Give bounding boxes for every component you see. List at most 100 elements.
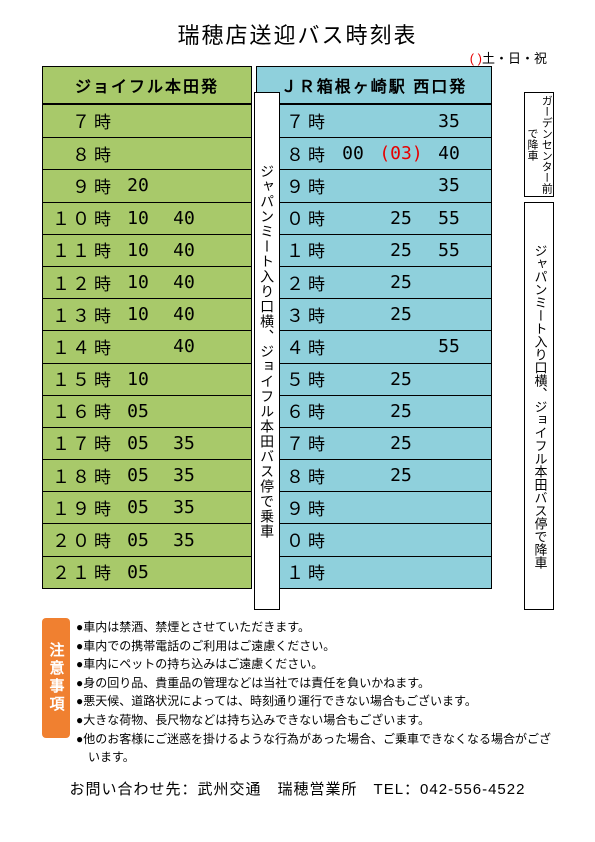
minute-cell: 35 — [161, 465, 207, 486]
minute-cell — [425, 465, 473, 486]
notes-list: ●車内は禁酒、禁煙とさせていただきます。●車内での携帯電話のご利用はご遠慮くださ… — [76, 618, 554, 767]
minutes-group: 25 — [329, 433, 491, 454]
table-row: １１時2555 — [257, 234, 491, 266]
table-row: １２時1040 — [43, 266, 251, 298]
right-column: ＪＲ箱根ヶ崎駅 西口発 ７時35 ８時00(03)40 ９時35１０時2555１… — [256, 66, 492, 589]
table-row: １１時1040 — [43, 234, 251, 266]
minute-cell: 05 — [115, 562, 161, 583]
timetable-container: ジョイフル本田発 ７時 ８時 ９時20１０時1040１１時1040１２時1040… — [42, 66, 554, 589]
hour-cell: １２時 — [43, 270, 115, 296]
minutes-group: 0535 — [115, 433, 251, 454]
hour-cell: １０時 — [43, 205, 115, 231]
minute-cell — [329, 401, 377, 422]
left-header: ジョイフル本田発 — [43, 67, 251, 105]
minute-cell: 40 — [161, 336, 207, 357]
minutes-group: 2555 — [329, 240, 491, 261]
minute-cell: 40 — [161, 304, 207, 325]
minute-cell: 25 — [377, 401, 425, 422]
table-row: １３時1040 — [43, 298, 251, 330]
table-row: ２０時0535 — [43, 523, 251, 555]
minute-cell: 25 — [377, 465, 425, 486]
minutes-group: 25 — [329, 465, 491, 486]
table-row: ２０時 — [257, 523, 491, 555]
table-row: １３時25 — [257, 298, 491, 330]
minutes-group: 40 — [115, 336, 251, 357]
minute-cell — [425, 369, 473, 390]
minutes-group: 05 — [115, 401, 251, 422]
right-rows: ７時35 ８時00(03)40 ９時35１０時2555１１時2555１２時25１… — [257, 105, 491, 588]
minute-cell — [329, 272, 377, 293]
table-row: １５時25 — [257, 363, 491, 395]
minute-cell — [377, 336, 425, 357]
minute-cell: 35 — [161, 497, 207, 518]
minutes-group: 0535 — [115, 530, 251, 551]
note-item: ●車内は禁酒、禁煙とさせていただきます。 — [76, 618, 554, 637]
table-row: １０時1040 — [43, 202, 251, 234]
minute-cell: 05 — [115, 465, 161, 486]
minutes-group: 2555 — [329, 208, 491, 229]
minute-cell: 10 — [115, 240, 161, 261]
minute-cell — [161, 401, 207, 422]
hour-cell: １４時 — [43, 334, 115, 360]
minute-cell — [161, 175, 207, 196]
left-column: ジョイフル本田発 ７時 ８時 ９時20１０時1040１１時1040１２時1040… — [42, 66, 252, 589]
minute-cell — [425, 401, 473, 422]
minute-cell: 55 — [425, 240, 473, 261]
hour-cell: ９時 — [43, 173, 115, 199]
table-row: １４時55 — [257, 330, 491, 362]
note-item: ●車内での携帯電話のご利用はご遠慮ください。 — [76, 637, 554, 656]
minute-cell — [425, 272, 473, 293]
minute-cell — [329, 111, 377, 132]
minute-cell: 25 — [377, 433, 425, 454]
minutes-group: 25 — [329, 369, 491, 390]
right-side-label-bottom: ジャパンミート入り口横、ジョイフル本田バス停で降車 — [524, 202, 554, 610]
minute-cell: 35 — [161, 530, 207, 551]
hour-cell: １８時 — [43, 463, 115, 489]
minute-cell: 10 — [115, 208, 161, 229]
hour-cell: ７時 — [43, 108, 115, 134]
table-row: ７時35 — [257, 105, 491, 137]
table-row: １０時2555 — [257, 202, 491, 234]
hour-cell: １９時 — [43, 495, 115, 521]
minutes-group: 0535 — [115, 497, 251, 518]
table-row: ９時20 — [43, 169, 251, 201]
note-item: ●身の回り品、貴重品の管理などは当社では責任を負いかねます。 — [76, 674, 554, 693]
hour-cell: １１時 — [43, 237, 115, 263]
minutes-group: 1040 — [115, 240, 251, 261]
minutes-group: 0535 — [115, 465, 251, 486]
minutes-group: 1040 — [115, 208, 251, 229]
minute-cell: 05 — [115, 530, 161, 551]
hour-cell: ８時 — [43, 141, 115, 167]
minute-cell: 40 — [161, 208, 207, 229]
table-row: １２時25 — [257, 266, 491, 298]
minutes-group: 25 — [329, 272, 491, 293]
minute-cell — [329, 240, 377, 261]
table-row: ８時00(03)40 — [257, 137, 491, 169]
minute-cell: 55 — [425, 208, 473, 229]
table-row: ７時 — [43, 105, 251, 137]
minutes-group: 25 — [329, 304, 491, 325]
hour-cell: １５時 — [43, 366, 115, 392]
minute-cell: 55 — [425, 336, 473, 357]
minute-cell: 40 — [161, 240, 207, 261]
minute-cell — [161, 562, 207, 583]
minute-cell — [329, 208, 377, 229]
table-row: １７時0535 — [43, 427, 251, 459]
minute-cell: 05 — [115, 401, 161, 422]
minutes-group: 20 — [115, 175, 251, 196]
minute-cell: 40 — [425, 143, 473, 164]
minute-cell: 25 — [377, 272, 425, 293]
minutes-group: 1040 — [115, 272, 251, 293]
minute-cell — [329, 336, 377, 357]
minute-cell — [425, 433, 473, 454]
table-row: ９時35 — [257, 169, 491, 201]
minutes-group: 10 — [115, 369, 251, 390]
minute-cell — [161, 369, 207, 390]
minute-cell: (03) — [377, 143, 425, 164]
note-item: ●他のお客様にご迷惑を掛けるような行為があった場合、ご乗車できなくなる場合がござ… — [76, 730, 554, 767]
minutes-group: 25 — [329, 401, 491, 422]
contact-line: お問い合わせ先：武州交通 瑞穂営業所 TEL：042-556-4522 — [0, 778, 595, 799]
minute-cell — [377, 175, 425, 196]
minute-cell: 35 — [425, 111, 473, 132]
minutes-group: 05 — [115, 562, 251, 583]
